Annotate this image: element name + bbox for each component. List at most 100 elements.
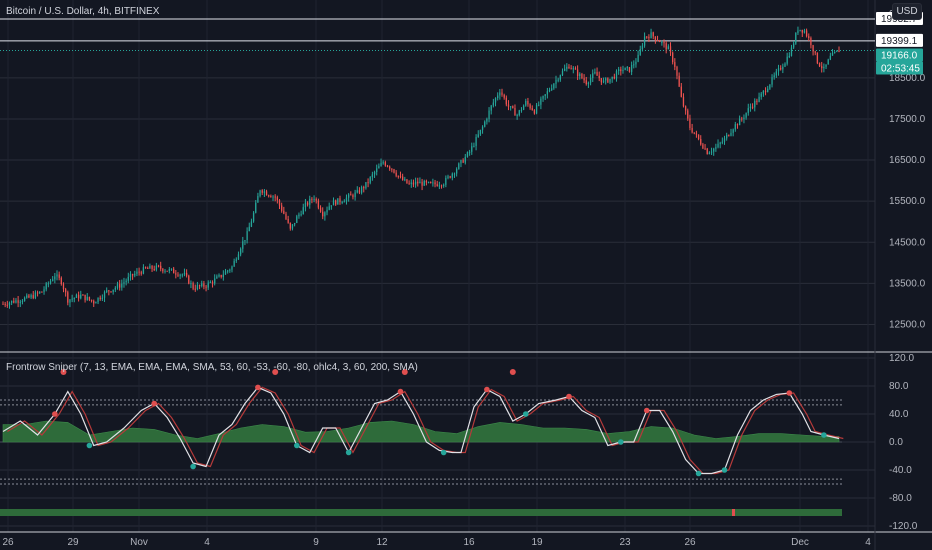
candle <box>648 34 650 42</box>
candle-body <box>32 295 34 299</box>
candle <box>633 60 635 69</box>
candle-body <box>538 104 540 106</box>
candle-body <box>248 226 250 232</box>
candle-body <box>693 132 695 134</box>
candle-body <box>773 75 775 78</box>
candle <box>160 261 162 272</box>
candle <box>736 123 739 129</box>
candle-body <box>330 205 333 207</box>
candle <box>345 194 348 205</box>
candle-body <box>350 194 352 196</box>
candle <box>410 179 412 188</box>
candle-body <box>585 80 587 85</box>
candle-body <box>630 65 633 72</box>
candle-body <box>214 278 216 284</box>
candle <box>643 32 646 48</box>
candle <box>313 195 315 203</box>
candle <box>118 280 121 291</box>
candle <box>376 164 378 176</box>
candle <box>404 176 406 182</box>
candle-body <box>298 214 300 217</box>
candle-body <box>626 67 628 69</box>
candle-body <box>395 172 397 176</box>
candle-body <box>399 175 402 177</box>
candle-body <box>687 110 689 119</box>
candle-body <box>635 61 637 65</box>
candle <box>272 195 274 201</box>
candle-body <box>201 283 203 286</box>
candle-body <box>149 265 151 269</box>
candle <box>224 268 227 275</box>
candle <box>401 173 404 181</box>
candle <box>693 132 695 135</box>
candle <box>665 41 667 54</box>
candle <box>687 108 689 121</box>
candle-body <box>697 134 700 140</box>
candle-body <box>559 75 561 80</box>
candle <box>825 64 827 70</box>
candle <box>514 104 516 116</box>
candle-body <box>125 280 127 283</box>
trend-bar-marker <box>732 509 735 516</box>
candle-body <box>118 284 121 288</box>
candle-body <box>75 294 78 298</box>
candle <box>97 297 99 305</box>
candle-body <box>166 270 168 272</box>
candle-body <box>531 108 533 111</box>
candle <box>278 199 281 210</box>
candle-body <box>650 32 652 39</box>
candle-body <box>259 190 261 197</box>
candle <box>99 295 101 301</box>
time-tick-label: 26 <box>2 537 14 548</box>
candle-body <box>512 106 514 109</box>
candle <box>103 290 106 303</box>
candle <box>689 114 691 131</box>
candle <box>244 240 246 246</box>
candle-body <box>114 287 116 290</box>
candle <box>592 69 594 83</box>
candle-body <box>514 108 516 116</box>
candle-body <box>285 213 287 219</box>
candle-body <box>73 297 75 299</box>
candle-body <box>788 55 790 57</box>
candle <box>810 36 812 49</box>
candle <box>438 181 441 190</box>
candle <box>650 28 652 39</box>
candle <box>116 281 119 290</box>
candle-body <box>659 40 661 43</box>
candle <box>745 112 747 120</box>
candle-body <box>829 55 832 60</box>
candle <box>538 101 540 107</box>
candle-body <box>583 78 585 81</box>
candle <box>261 189 263 195</box>
candle-body <box>736 124 739 126</box>
candle <box>572 66 574 74</box>
candle-body <box>486 118 488 122</box>
candle <box>799 29 801 32</box>
candle-body <box>164 270 166 272</box>
candle <box>542 95 544 102</box>
candle <box>440 184 443 189</box>
candle <box>557 77 559 83</box>
candle <box>566 63 568 72</box>
current-price-label-bg <box>876 48 923 62</box>
candle-body <box>795 33 797 44</box>
candle <box>138 267 140 276</box>
candle-body <box>477 134 479 138</box>
osc-tick-label: 80.0 <box>889 381 909 392</box>
candle-body <box>384 162 387 166</box>
candle-body <box>641 45 644 50</box>
candle-body <box>695 133 698 135</box>
candle-body <box>462 160 464 163</box>
candle <box>335 199 337 206</box>
candle-body <box>207 282 209 288</box>
candle <box>639 45 641 56</box>
candle-body <box>620 69 622 72</box>
candle-body <box>654 36 657 41</box>
candle <box>216 274 218 279</box>
candle-body <box>376 168 378 173</box>
candle <box>155 262 158 272</box>
candle <box>239 247 242 257</box>
candle <box>786 52 788 66</box>
currency-button[interactable]: USD <box>892 3 922 20</box>
